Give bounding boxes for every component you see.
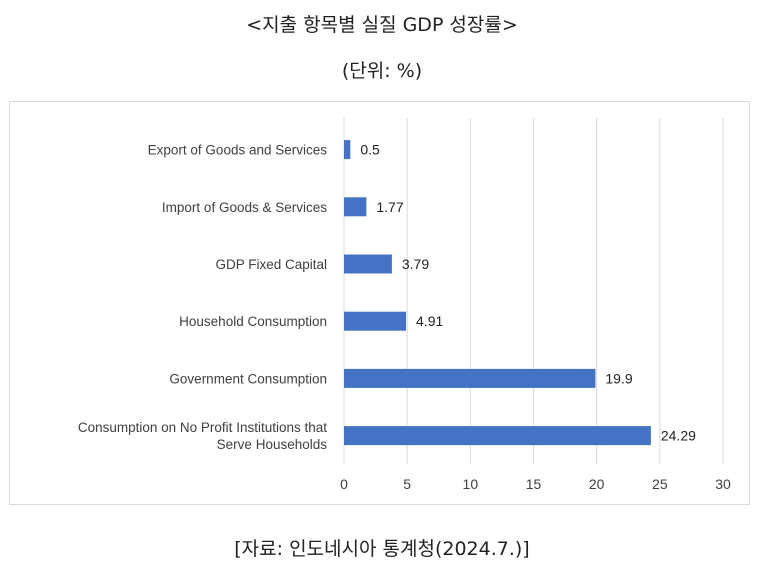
- category-label: Export of Goods and Services: [148, 143, 328, 158]
- bar: [344, 368, 596, 388]
- category-label: Government Consumption: [169, 371, 327, 386]
- bar: [344, 254, 392, 274]
- bar: [344, 197, 367, 217]
- x-tick-label: 5: [403, 476, 411, 492]
- chart-title: <지출 항목별 실질 GDP 성장률>: [246, 14, 518, 36]
- data-label: 1.77: [376, 199, 403, 215]
- data-label: 3.79: [402, 256, 429, 272]
- chart-frame: [9, 101, 750, 505]
- x-tick-label: 10: [463, 476, 479, 492]
- value-labels: 0.5 1.77 3.79 4.91 19.9 24.29: [360, 142, 696, 444]
- x-tick-label: 25: [652, 476, 668, 492]
- category-label: Household Consumption: [179, 314, 327, 329]
- category-label: GDP Fixed Capital: [215, 257, 327, 272]
- data-label: 24.29: [661, 428, 696, 444]
- x-tick-label: 0: [340, 476, 348, 492]
- unit-label: (단위: %): [341, 60, 423, 82]
- source-note: [자료: 인도네시아 통계청(2024.7.)]: [234, 538, 530, 560]
- gridlines: [343, 118, 724, 464]
- data-label: 4.91: [416, 313, 443, 329]
- x-axis-ticks: 0 5 10 15 20 25 30: [340, 476, 731, 492]
- bars: [344, 140, 651, 446]
- data-label: 0.5: [360, 142, 380, 158]
- x-tick-label: 15: [526, 476, 542, 492]
- bar: [344, 140, 351, 160]
- category-label: Import of Goods & Services: [162, 200, 327, 215]
- category-label: Consumption on No Profit Institutions th…: [78, 420, 327, 435]
- bar: [344, 426, 651, 446]
- x-tick-label: 30: [715, 476, 731, 492]
- bar: [344, 311, 407, 331]
- category-labels: Export of Goods and Services Import of Go…: [78, 143, 327, 453]
- x-tick-label: 20: [589, 476, 605, 492]
- category-label: Serve Households: [217, 437, 328, 452]
- data-label: 19.9: [605, 370, 632, 386]
